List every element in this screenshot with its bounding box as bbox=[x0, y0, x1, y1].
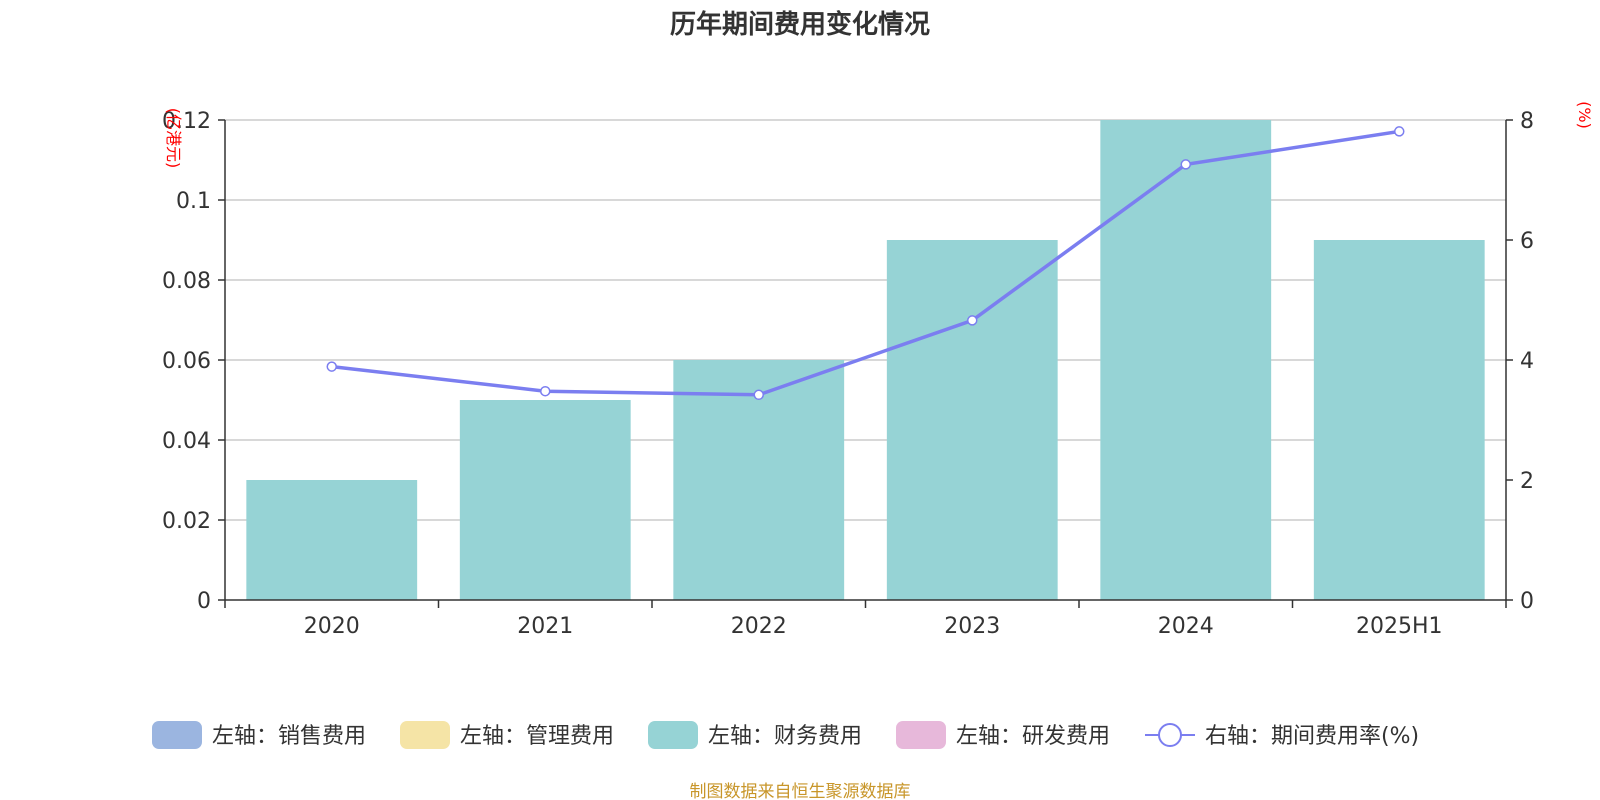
x-tick-label: 2024 bbox=[1158, 614, 1214, 639]
legend-label: 右轴：期间费用率(%) bbox=[1205, 724, 1419, 749]
x-tick-label: 2020 bbox=[304, 614, 360, 639]
legend: 左轴：销售费用 左轴：管理费用 左轴：财务费用 左轴：研发费用 右轴：期间费用率(%) bbox=[152, 721, 1419, 749]
right-tick-label: 8 bbox=[1520, 109, 1534, 134]
right-tick-label: 2 bbox=[1520, 469, 1534, 494]
right-tick-label: 6 bbox=[1520, 229, 1534, 254]
x-tick-label: 2023 bbox=[944, 614, 1000, 639]
legend-swatch bbox=[648, 721, 698, 749]
right-tick-label: 0 bbox=[1520, 589, 1534, 614]
legend-label: 左轴：管理费用 bbox=[460, 724, 614, 749]
x-tick-label: 2021 bbox=[517, 614, 573, 639]
left-tick-label: 0 bbox=[197, 589, 211, 614]
right-tick-label: 4 bbox=[1520, 349, 1534, 374]
legend-swatch bbox=[152, 721, 202, 749]
left-tick-label: 0.08 bbox=[162, 269, 211, 294]
bar bbox=[1100, 120, 1272, 600]
legend-label: 左轴：销售费用 bbox=[212, 724, 366, 749]
right-axis-unit: (%) bbox=[1575, 101, 1594, 129]
legend-swatch bbox=[400, 721, 450, 749]
source-note: 制图数据来自恒生聚源数据库 bbox=[690, 782, 911, 800]
bar bbox=[459, 400, 631, 600]
rate-point bbox=[326, 361, 337, 372]
left-tick-label: 0.12 bbox=[162, 109, 211, 134]
left-tick-label: 0.1 bbox=[176, 189, 211, 214]
bar bbox=[1313, 240, 1485, 600]
legend-label: 左轴：财务费用 bbox=[708, 724, 862, 749]
rate-point bbox=[753, 389, 764, 401]
left-tick-label: 0.04 bbox=[162, 429, 211, 454]
axes: 0 0.02 0.04 0.06 0.08 0.1 0.12 0 2 4 6 8 2020 2021 202… bbox=[162, 109, 1534, 639]
x-tick-label: 2025H1 bbox=[1356, 614, 1443, 639]
chart-title: 历年期间费用变化情况 bbox=[670, 9, 930, 40]
left-axis-unit: (亿港元) bbox=[164, 108, 183, 169]
x-tick-label: 2022 bbox=[731, 614, 787, 639]
rate-line bbox=[326, 126, 1405, 401]
bars bbox=[246, 120, 1485, 600]
gridlines bbox=[225, 119, 1506, 521]
rate-point bbox=[540, 385, 551, 397]
left-tick-label: 0.02 bbox=[162, 509, 211, 534]
legend-marker bbox=[1158, 723, 1182, 747]
rate-line-path bbox=[331, 129, 1400, 397]
rate-point bbox=[1394, 126, 1405, 137]
rate-point bbox=[967, 315, 978, 326]
left-tick-label: 0.06 bbox=[162, 349, 211, 374]
rate-point bbox=[1180, 159, 1191, 170]
legend-label: 左轴：研发费用 bbox=[956, 724, 1110, 749]
bar bbox=[886, 240, 1058, 600]
bar bbox=[246, 480, 418, 600]
legend-swatch bbox=[896, 721, 946, 749]
